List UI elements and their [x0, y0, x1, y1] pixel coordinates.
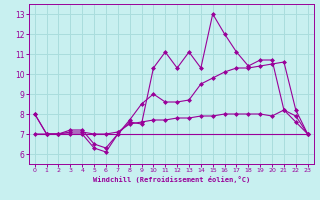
- X-axis label: Windchill (Refroidissement éolien,°C): Windchill (Refroidissement éolien,°C): [92, 176, 250, 183]
